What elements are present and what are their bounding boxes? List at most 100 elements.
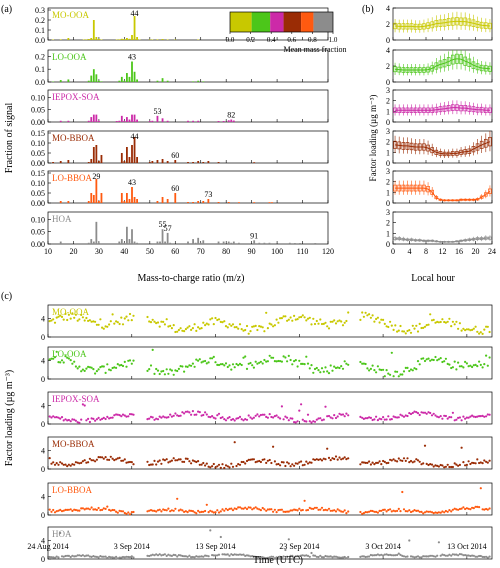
data-point [467, 460, 470, 463]
peak-label: 82 [227, 111, 235, 120]
data-point [402, 330, 406, 333]
data-point [289, 465, 292, 468]
data-point [212, 323, 215, 326]
data-point [151, 553, 154, 556]
data-point [256, 362, 259, 365]
data-point [409, 412, 413, 416]
data-point [148, 320, 151, 323]
data-point [223, 364, 226, 367]
data-point [99, 555, 102, 558]
data-point [451, 553, 454, 556]
spectrum-bar [87, 242, 90, 244]
data-point [437, 416, 440, 419]
data-point [279, 508, 282, 511]
data-point [50, 556, 53, 559]
y-tick-label: 4 [41, 537, 45, 546]
data-point [60, 462, 64, 465]
data-point [66, 318, 69, 322]
data-point [188, 364, 191, 367]
spectrum-bar [136, 37, 138, 40]
data-point [64, 508, 67, 511]
data-point [97, 506, 100, 510]
data-point [415, 458, 418, 461]
data-point [401, 414, 404, 417]
data-point [256, 460, 259, 463]
spectrum-bar [156, 160, 159, 163]
data-point [340, 556, 343, 559]
data-point [270, 555, 273, 558]
data-point [69, 555, 72, 559]
data-point [476, 458, 479, 461]
data-point [252, 555, 255, 558]
spectrum-bar [87, 120, 90, 122]
data-point [85, 461, 88, 464]
data-point [446, 554, 449, 557]
spectrum-bar [161, 78, 164, 82]
data-point [155, 553, 158, 556]
panel-b-ylabel: Factor loading (µg m⁻³) [368, 95, 378, 182]
data-point [132, 510, 135, 514]
data-point [165, 416, 168, 419]
spectrum-bar [59, 161, 62, 163]
data-point [329, 416, 332, 419]
data-point [286, 416, 289, 419]
data-point [59, 417, 62, 420]
data-point [251, 555, 254, 558]
data-point [280, 508, 283, 511]
data-point [287, 538, 290, 541]
y-tick-label: 4 [41, 315, 45, 324]
data-point [291, 554, 294, 557]
data-point [485, 507, 488, 511]
spectrum-bar [136, 119, 138, 122]
data-point [331, 457, 334, 460]
y-tick-label: 1 [386, 229, 390, 238]
data-point [231, 323, 235, 326]
data-point [156, 418, 160, 421]
y-tick-label: 2 [386, 97, 390, 106]
data-point [488, 459, 491, 462]
data-point [104, 371, 107, 374]
data-point [315, 458, 318, 461]
data-point [305, 420, 308, 423]
data-point [312, 458, 315, 461]
data-point [193, 413, 196, 416]
y-tick-label: 2 [386, 62, 390, 71]
data-point [55, 316, 58, 319]
data-point [207, 361, 210, 364]
data-point [293, 314, 296, 317]
data-point [214, 361, 217, 364]
data-point [362, 461, 365, 464]
data-point [429, 510, 432, 513]
data-point [67, 313, 70, 316]
factor-label: IEPOX-SOA [52, 394, 100, 404]
data-point [481, 555, 484, 559]
spectrum-bar [166, 199, 169, 203]
panel-label-a: (a) [1, 4, 12, 15]
data-point [263, 458, 266, 461]
data-point [249, 330, 252, 333]
data-point [265, 415, 268, 418]
y-tick-label: 0 [41, 333, 45, 342]
data-point [291, 319, 294, 322]
data-point [169, 413, 172, 416]
data-point [327, 456, 331, 459]
data-point [437, 321, 440, 324]
data-point [252, 458, 255, 461]
data-point [385, 325, 388, 328]
data-point [310, 323, 313, 326]
spectrum-bar [164, 241, 166, 244]
data-point [235, 464, 238, 468]
data-point [373, 369, 376, 372]
data-point [425, 412, 428, 415]
data-point [479, 554, 482, 558]
data-point [149, 554, 153, 557]
data-point [425, 324, 428, 327]
spectrum-bar [67, 160, 70, 163]
data-point [396, 553, 399, 557]
data-point [275, 318, 278, 321]
spectrum-bar [92, 147, 95, 163]
data-point [88, 319, 91, 322]
data-point [127, 415, 130, 418]
data-point [444, 321, 447, 324]
data-point [341, 367, 345, 370]
